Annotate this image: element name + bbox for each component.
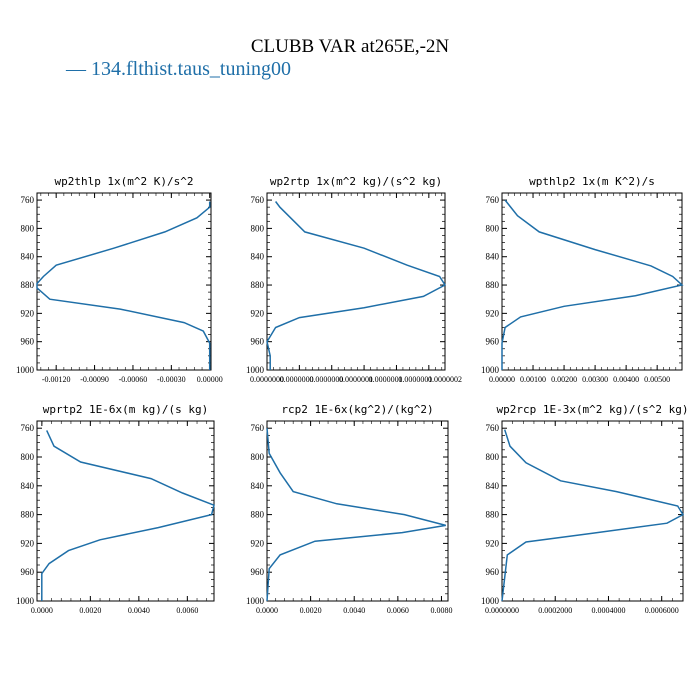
y-tick-label: 840: [21, 481, 35, 491]
x-tick-label: 0.00400: [613, 375, 639, 384]
series-line-2: [266, 201, 447, 370]
series-line-6: [501, 429, 685, 602]
panel-title-2: wp2rtp 1x(m^2 kg)/(s^2 kg): [270, 175, 442, 188]
y-tick-label: 760: [21, 423, 35, 433]
y-tick-label: 920: [251, 308, 265, 318]
y-tick-label: 1000: [16, 596, 35, 606]
x-tick-label: -0.00030: [157, 375, 186, 384]
y-tick-label: 960: [21, 567, 35, 577]
y-tick-label: 880: [251, 280, 265, 290]
y-tick-label: 800: [486, 452, 500, 462]
y-tick-label: 880: [486, 510, 500, 520]
x-tick-label: 0.0060: [176, 606, 198, 615]
series-line-3: [501, 199, 684, 370]
panel-frame-6: [501, 420, 684, 602]
x-tick-label: 0.0000000: [309, 375, 343, 384]
x-tick-label: 0.00000: [197, 375, 223, 384]
x-tick-label: -0.00120: [42, 375, 71, 384]
x-tick-label: 0.0000001: [369, 375, 403, 384]
y-tick-label: 1000: [16, 365, 35, 375]
y-tick-label: 880: [251, 510, 265, 520]
y-tick-label: 1000: [481, 365, 500, 375]
y-tick-label: 800: [251, 223, 265, 233]
panel-title-5: rcp2 1E-6x(kg^2)/(kg^2): [281, 403, 433, 416]
x-tick-label: 0.0000: [256, 606, 278, 615]
y-tick-label: 840: [21, 252, 35, 262]
y-tick-label: 840: [251, 252, 265, 262]
y-tick-label: 800: [251, 452, 265, 462]
panel-frame-1: [36, 192, 212, 371]
x-tick-label: 0.00500: [644, 375, 670, 384]
panel-title-3: wpthlp2 1x(m K^2)/s: [529, 175, 655, 188]
x-tick-label: 0.00300: [582, 375, 608, 384]
x-tick-label: 0.0000000: [280, 375, 314, 384]
panel-title-6: wp2rcp 1E-3x(m^2 kg)/(s^2 kg): [496, 403, 688, 416]
panel-frame-4: [36, 420, 215, 602]
x-tick-label: 0.0020: [79, 606, 101, 615]
y-tick-label: 1000: [481, 596, 500, 606]
panel-title-4: wprtp2 1E-6x(m kg)/(s kg): [43, 403, 209, 416]
y-tick-label: 760: [251, 423, 265, 433]
y-tick-label: 840: [486, 252, 500, 262]
y-tick-label: 960: [21, 337, 35, 347]
x-tick-label: 0.0000: [31, 606, 53, 615]
y-tick-label: 960: [486, 337, 500, 347]
panel-frame-2: [266, 192, 446, 371]
y-tick-label: 800: [21, 452, 35, 462]
x-tick-label: -0.00060: [119, 375, 148, 384]
legend-label: 134.flthist.taus_tuning00: [91, 58, 291, 80]
x-tick-label: 0.0004000: [591, 606, 625, 615]
y-tick-label: 880: [21, 510, 35, 520]
y-tick-label: 840: [486, 481, 500, 491]
y-tick-label: 760: [486, 423, 500, 433]
x-tick-label: 0.0020: [300, 606, 322, 615]
panel-title-1: wp2thlp 1x(m^2 K)/s^2: [54, 175, 193, 188]
y-tick-label: 1000: [246, 596, 265, 606]
x-tick-label: 0.0040: [128, 606, 150, 615]
legend-line-swatch: —: [66, 58, 91, 80]
figure-title: CLUBB VAR at265E,-2N: [250, 36, 450, 57]
x-tick-label: 0.0000000: [250, 375, 284, 384]
panel-frame-5: [266, 420, 449, 602]
x-tick-label: 0.0040: [343, 606, 365, 615]
x-tick-label: 0.0000001: [339, 375, 373, 384]
series-line-1: [36, 201, 211, 370]
x-tick-label: 0.0002000: [538, 606, 572, 615]
y-tick-label: 920: [21, 308, 35, 318]
x-tick-label: 0.00000: [489, 375, 515, 384]
legend-entry: — 134.flthist.taus_tuning00: [66, 58, 291, 81]
y-tick-label: 760: [21, 195, 35, 205]
y-tick-label: 920: [486, 308, 500, 318]
x-tick-label: -0.00090: [80, 375, 109, 384]
x-tick-label: 0.0000002: [428, 375, 462, 384]
y-tick-label: 760: [251, 195, 265, 205]
y-tick-label: 800: [486, 223, 500, 233]
y-tick-label: 880: [21, 280, 35, 290]
y-tick-label: 880: [486, 280, 500, 290]
x-tick-label: 0.0006000: [645, 606, 679, 615]
y-tick-label: 760: [486, 195, 500, 205]
y-tick-label: 800: [21, 223, 35, 233]
y-tick-label: 920: [21, 538, 35, 548]
y-tick-label: 840: [251, 481, 265, 491]
series-line-5: [266, 428, 446, 602]
y-tick-label: 960: [251, 567, 265, 577]
y-tick-label: 960: [486, 567, 500, 577]
x-tick-label: 0.0000000: [485, 606, 519, 615]
y-tick-label: 960: [251, 337, 265, 347]
y-tick-label: 920: [486, 538, 500, 548]
x-tick-label: 0.0000001: [398, 375, 432, 384]
panel-frame-3: [501, 192, 683, 371]
x-tick-label: 0.00100: [520, 375, 546, 384]
y-tick-label: 1000: [246, 365, 265, 375]
x-tick-label: 0.0080: [430, 606, 452, 615]
x-tick-label: 0.00200: [551, 375, 577, 384]
y-tick-label: 920: [251, 538, 265, 548]
series-line-4: [41, 430, 215, 601]
x-tick-label: 0.0060: [387, 606, 409, 615]
